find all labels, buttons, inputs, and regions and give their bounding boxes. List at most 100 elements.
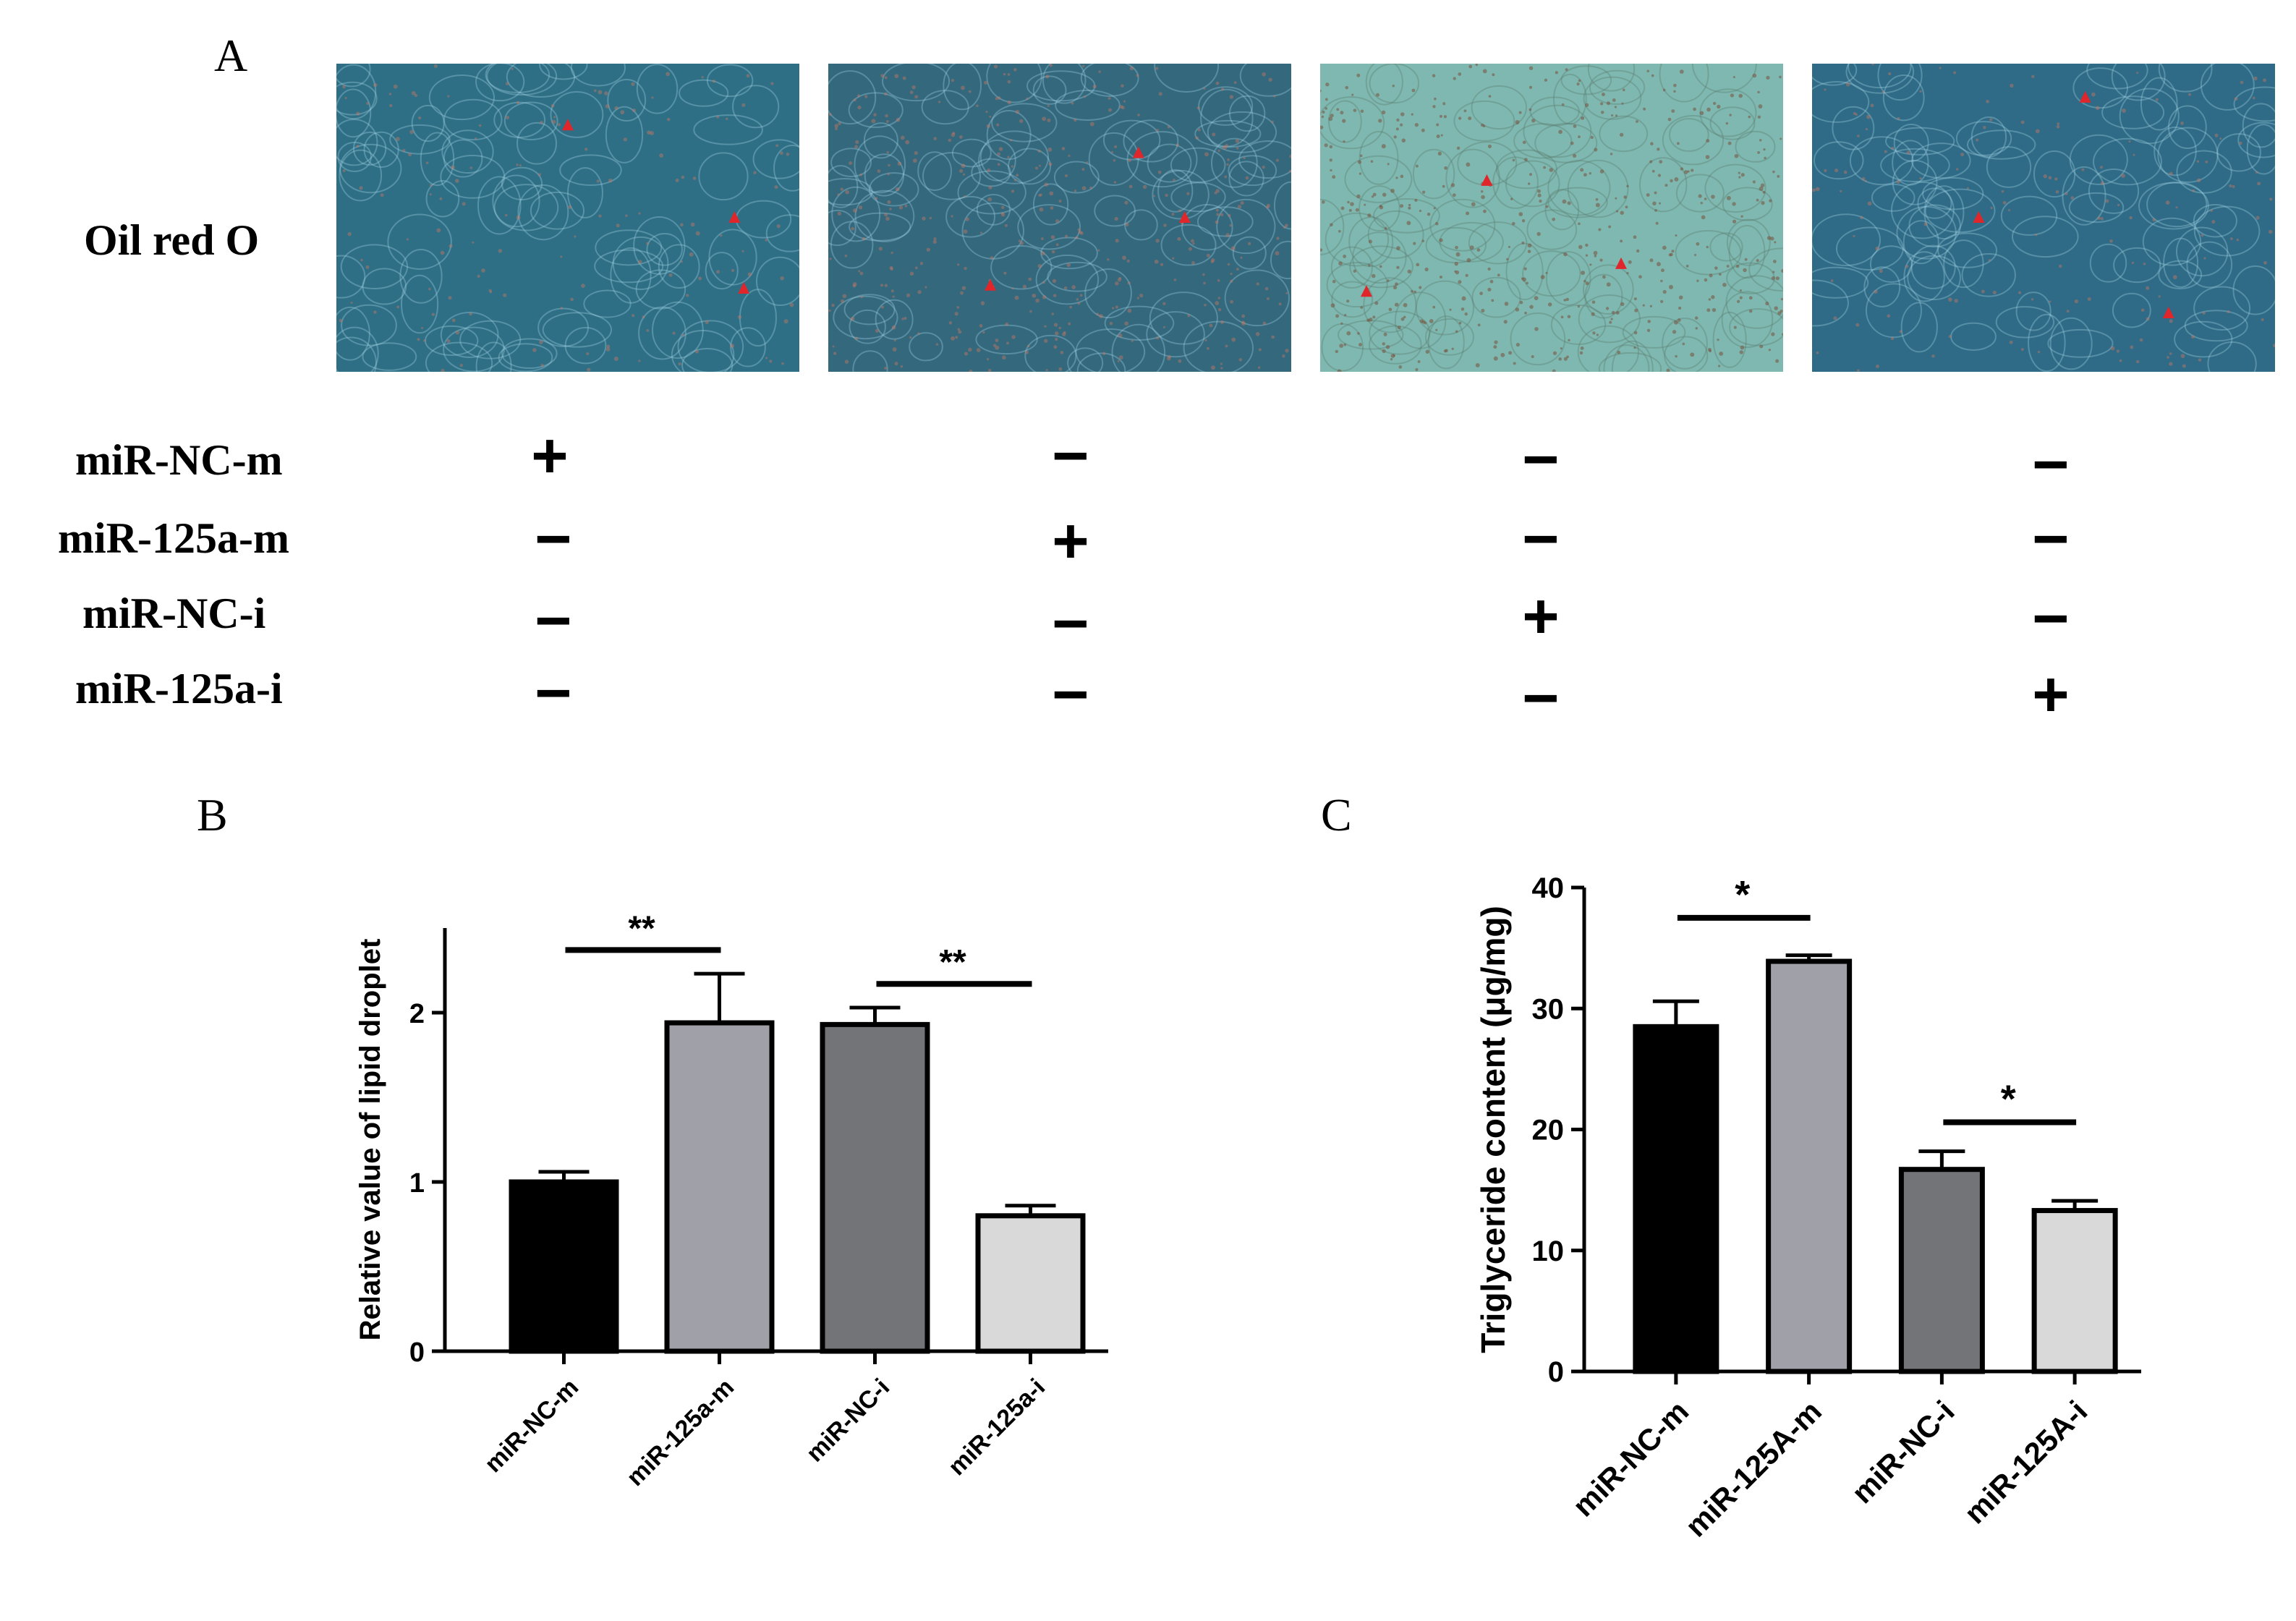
lipid-droplet <box>1558 357 1562 361</box>
lipid-droplet <box>1599 102 1604 106</box>
lipid-droplet <box>1353 109 1357 112</box>
lipid-droplet <box>1004 224 1008 227</box>
lipid-droplet <box>1781 269 1783 273</box>
cell-outline <box>595 229 663 266</box>
lipid-droplet <box>1332 279 1336 284</box>
lipid-droplet <box>1481 308 1485 312</box>
lipid-droplet <box>834 124 839 128</box>
lipid-droplet <box>1529 85 1533 89</box>
cell-outline <box>1726 218 1771 266</box>
lipid-droplet <box>1694 316 1698 320</box>
cell-outline <box>1577 325 1640 372</box>
cell-outline <box>1513 123 1573 159</box>
lipid-droplet <box>1458 280 1462 284</box>
lipid-droplet <box>997 163 1000 166</box>
lipid-droplet <box>448 296 452 300</box>
lipid-droplet <box>1231 337 1236 342</box>
lipid-droplet <box>557 123 561 127</box>
cell-outline <box>425 179 460 218</box>
cell-outline <box>475 341 512 372</box>
lipid-droplet <box>1359 154 1363 158</box>
lipid-droplet <box>1382 349 1386 354</box>
lipid-droplet <box>2091 92 2096 97</box>
lipid-droplet <box>835 127 838 131</box>
lipid-droplet <box>1585 281 1589 286</box>
lipid-droplet <box>1620 239 1623 243</box>
lipid-droplet <box>783 319 788 324</box>
cell-outline <box>854 190 915 242</box>
lipid-droplet <box>1210 260 1214 263</box>
lipid-droplet <box>1899 330 1902 333</box>
lipid-droplet <box>1647 320 1651 323</box>
lipid-droplet <box>900 365 903 368</box>
cell-outline <box>1238 140 1291 179</box>
lipid-droplet <box>1549 168 1554 172</box>
lipid-droplet <box>1614 106 1617 109</box>
lipid-droplet <box>1521 241 1525 244</box>
lipid-droplet <box>1595 203 1600 208</box>
lipid-droplet <box>880 74 885 78</box>
lipid-droplet <box>884 284 888 287</box>
lipid-droplet <box>1676 142 1680 145</box>
lipid-droplet <box>1456 146 1460 150</box>
cell-outline <box>564 327 607 365</box>
lipid-droplet <box>1158 92 1162 96</box>
cell-outline <box>493 101 546 138</box>
lipid-droplet <box>1598 228 1602 231</box>
lipid-droplet <box>1390 357 1393 361</box>
cell-outline <box>986 109 1032 161</box>
cell-outline <box>1662 115 1725 166</box>
cell-outline <box>1471 276 1521 318</box>
lipid-droplet <box>1079 294 1083 297</box>
lipid-droplet <box>1393 285 1398 290</box>
lipid-droplet <box>681 333 684 336</box>
lipid-droplet <box>2105 199 2109 203</box>
cell-outline <box>986 64 1042 103</box>
lipid-droplet <box>2182 364 2186 368</box>
lipid-droplet <box>1050 206 1054 210</box>
lipid-droplet <box>1510 197 1513 200</box>
lipid-droplet <box>650 131 655 135</box>
lipid-droplet <box>1237 205 1242 209</box>
lipid-droplet <box>2097 216 2101 220</box>
cell-outline <box>1373 197 1440 234</box>
cell-outline <box>1547 160 1611 216</box>
cell-outline <box>917 151 953 191</box>
lipid-droplet <box>997 96 1001 100</box>
lipid-droplet <box>1685 265 1689 268</box>
lipid-droplet <box>958 330 962 334</box>
lipid-droplet <box>1923 222 1928 226</box>
cell-outline <box>1228 95 1266 132</box>
cell-outline <box>1067 347 1104 372</box>
lipid-droplet <box>1646 328 1651 332</box>
lipid-droplet <box>1610 318 1613 320</box>
lipid-droplet <box>884 366 888 370</box>
lipid-droplet <box>1321 115 1325 119</box>
lipid-droplet <box>1699 111 1704 116</box>
lipid-droplet <box>1123 100 1126 103</box>
lipid-droplet <box>1128 184 1133 189</box>
lipid-droplet <box>1381 110 1386 115</box>
lipid-droplet <box>1891 146 1895 150</box>
lipid-droplet <box>1086 161 1089 163</box>
lipid-droplet <box>1351 93 1354 96</box>
lipid-droplet <box>1075 236 1079 239</box>
lipid-droplet <box>2239 141 2242 145</box>
lipid-droplet <box>1460 307 1465 311</box>
lipid-droplet <box>1396 265 1400 269</box>
cell-outline <box>1075 328 1146 372</box>
lipid-droplet <box>2116 349 2120 353</box>
lipid-droplet <box>1735 264 1740 268</box>
lipid-droplet <box>604 91 608 95</box>
cell-outline <box>635 269 686 310</box>
lipid-droplet <box>1729 114 1732 116</box>
cell-outline <box>1320 198 1345 255</box>
lipid-droplet <box>1403 302 1408 307</box>
lipid-droplet <box>1160 263 1164 266</box>
lipid-droplet <box>1109 321 1113 326</box>
lipid-droplet <box>1583 173 1587 177</box>
cell-outline <box>1008 148 1051 185</box>
lipid-droplet <box>1769 199 1772 203</box>
lipid-droplet <box>1245 176 1249 180</box>
lipid-droplet <box>1725 122 1729 125</box>
